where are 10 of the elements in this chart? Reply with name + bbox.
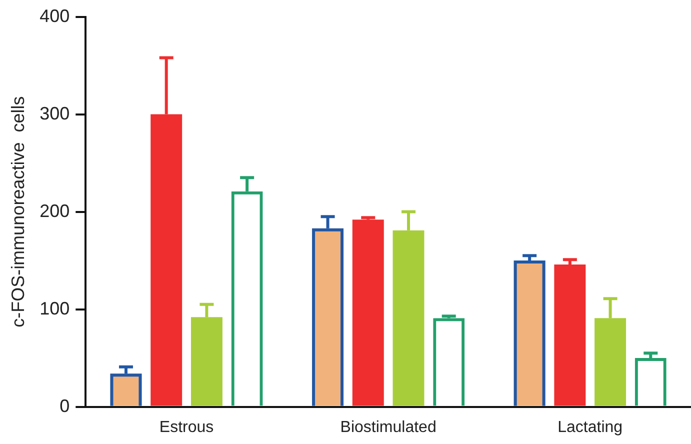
- y-axis-title: c-FOS-immunoreactive cells: [8, 96, 28, 328]
- y-tick-label: 400: [40, 6, 70, 26]
- y-tick-label: 100: [40, 298, 70, 318]
- x-tick-label: Estrous: [159, 418, 214, 436]
- bar: [352, 220, 384, 406]
- y-tick-label: 0: [60, 396, 70, 416]
- y-tick-label: 300: [40, 103, 70, 124]
- x-tick-label: Lactating: [558, 418, 623, 436]
- y-tick-label: 200: [40, 200, 70, 221]
- x-tick-label: Biostimulated: [340, 418, 436, 436]
